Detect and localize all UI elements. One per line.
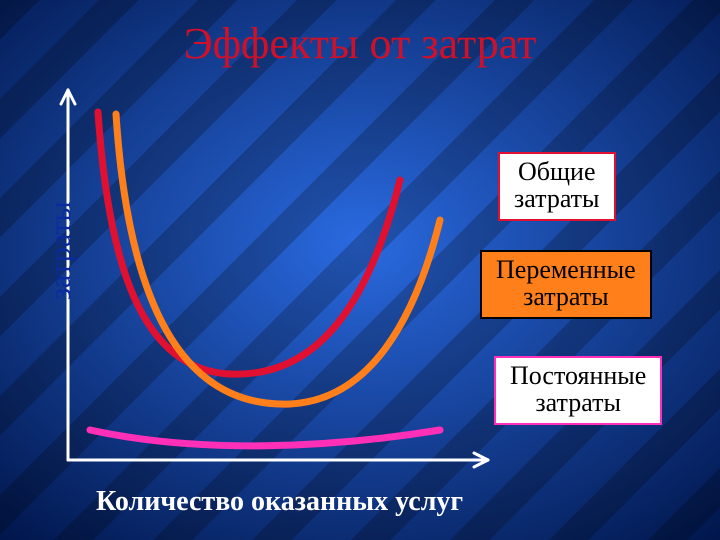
curve-fixed xyxy=(90,430,440,446)
y-axis-label: затраты xyxy=(44,201,78,300)
legend-fixed: Постоянныезатраты xyxy=(494,356,662,425)
legend-line: Постоянные xyxy=(510,362,646,389)
legend-variable: Переменныезатраты xyxy=(480,250,652,319)
chart-curves xyxy=(90,112,440,446)
legend-line: Общие xyxy=(514,158,600,185)
legend-line: затраты xyxy=(514,185,600,212)
curve-total xyxy=(98,112,400,374)
legend-line: затраты xyxy=(496,283,636,310)
x-axis-label: Количество оказанных услуг xyxy=(96,486,463,518)
legend-line: Переменные xyxy=(496,256,636,283)
legend-total: Общиезатраты xyxy=(498,152,616,221)
legend-line: затраты xyxy=(510,389,646,416)
curve-variable xyxy=(116,114,440,404)
slide: Эффекты от затрат затраты Количество ока… xyxy=(0,0,720,540)
